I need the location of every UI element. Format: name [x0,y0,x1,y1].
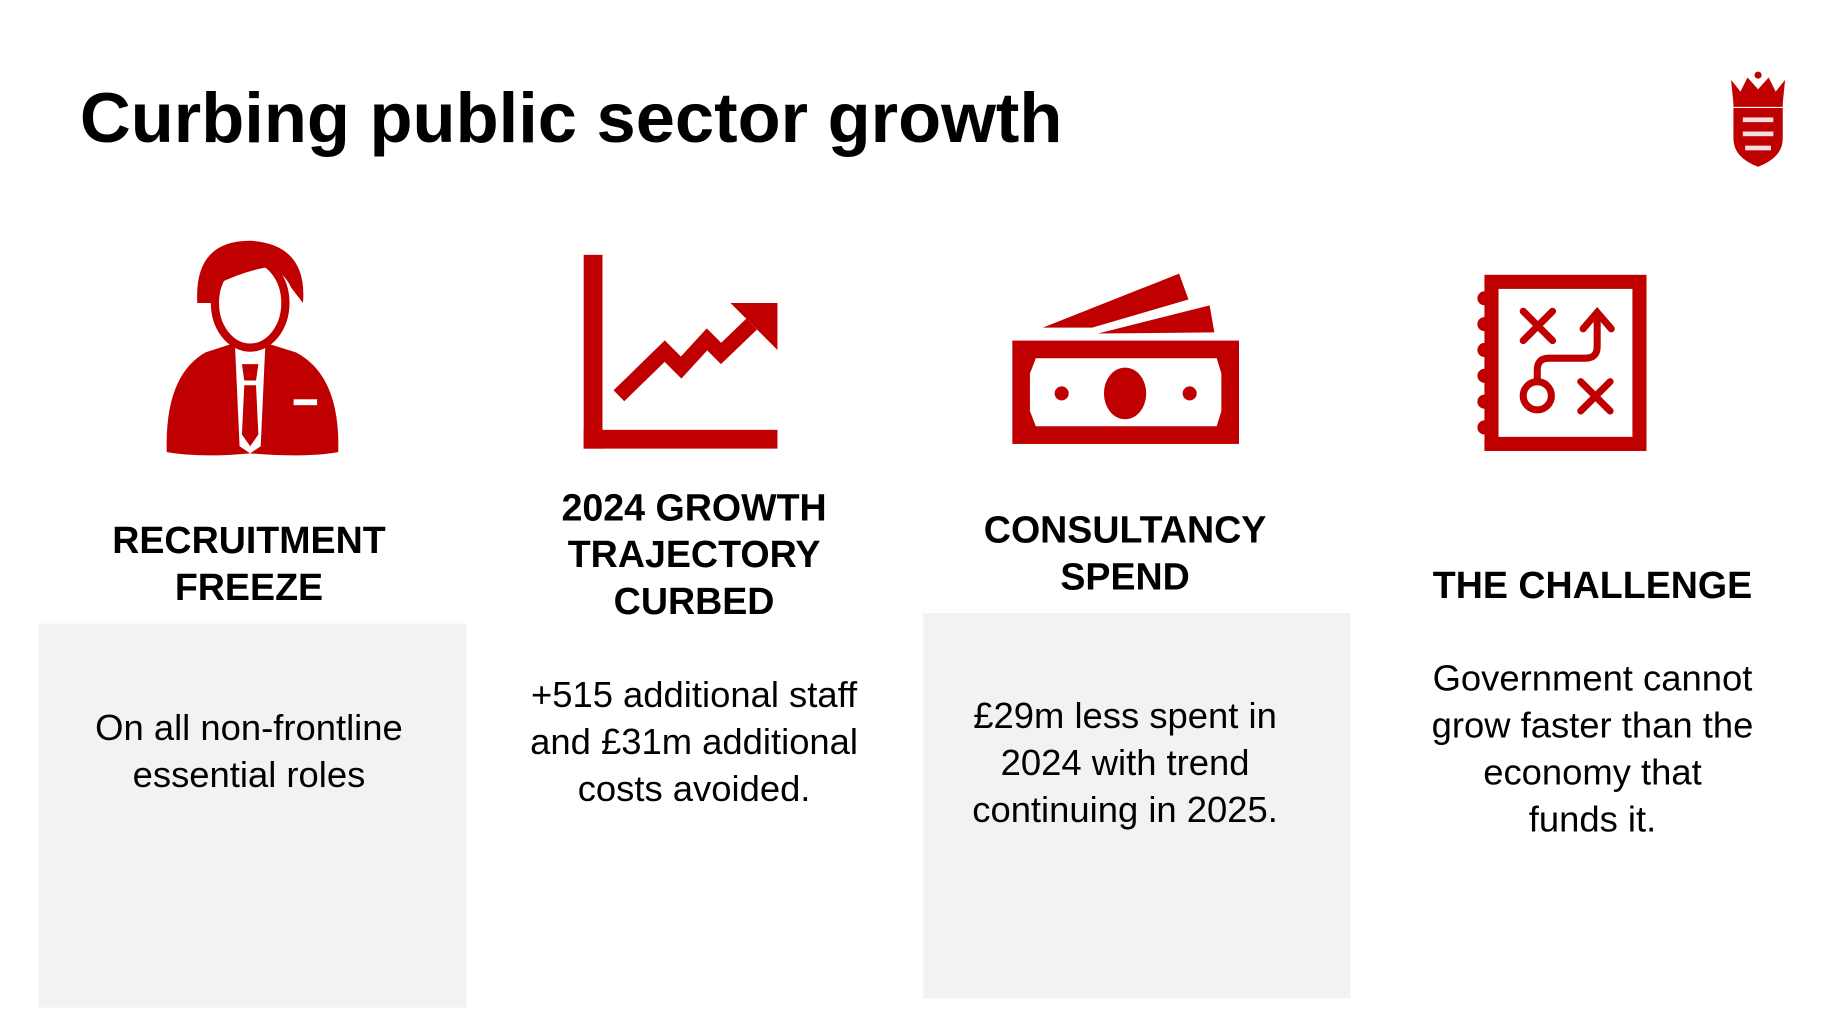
recruitment-freeze-panel [38,623,467,1008]
body-line: costs avoided. [577,768,811,810]
heading-line: 2024 GROWTH [561,486,827,529]
jersey-crest-logo [1731,71,1786,167]
body-line: £29m less spent in [973,695,1277,737]
consultancy-spend-text: £29m less spent in 2024 with trend conti… [902,693,1348,834]
strategy-notebook-icon [1477,274,1647,451]
consultancy-spend-panel [923,613,1351,999]
body-line: 2024 with trend [1000,742,1250,784]
body-line: continuing in 2025. [972,789,1278,831]
body-line: funds it. [1528,798,1657,840]
heading-line: FREEZE [174,566,324,609]
body-line: and £31m additional [530,721,859,763]
body-line: On all non-frontline [95,706,403,749]
heading-line: CONSULTANCY [983,508,1267,551]
heading-line: CURBED [613,580,775,623]
page-title: Curbing public sector growth [79,78,1063,158]
consultancy-spend-heading: CONSULTANCY SPEND [902,506,1348,600]
growth-trajectory-text: +515 additional staff and £31m additiona… [471,672,917,813]
body-line: Government cannot [1432,657,1753,699]
challenge-text: Government cannot grow faster than the e… [1369,655,1815,843]
body-line: economy that [1483,751,1702,793]
heading-line: TRAJECTORY [567,533,821,576]
heading-line: RECRUITMENT [112,519,386,562]
heading-line: SPEND [1060,555,1190,598]
body-line: +515 additional staff [530,674,858,716]
businessman-icon [166,240,339,456]
challenge-heading: THE CHALLENGE [1369,561,1815,608]
growth-chart-icon [583,254,778,449]
heading-line: THE CHALLENGE [1432,563,1753,606]
recruitment-freeze-text: On all non-frontline essential roles [26,705,472,799]
money-icon [1012,273,1239,444]
growth-trajectory-heading: 2024 GROWTH TRAJECTORY CURBED [471,484,917,625]
body-line: essential roles [132,753,366,796]
body-line: grow faster than the [1431,704,1754,746]
recruitment-freeze-heading: RECRUITMENT FREEZE [26,517,472,611]
